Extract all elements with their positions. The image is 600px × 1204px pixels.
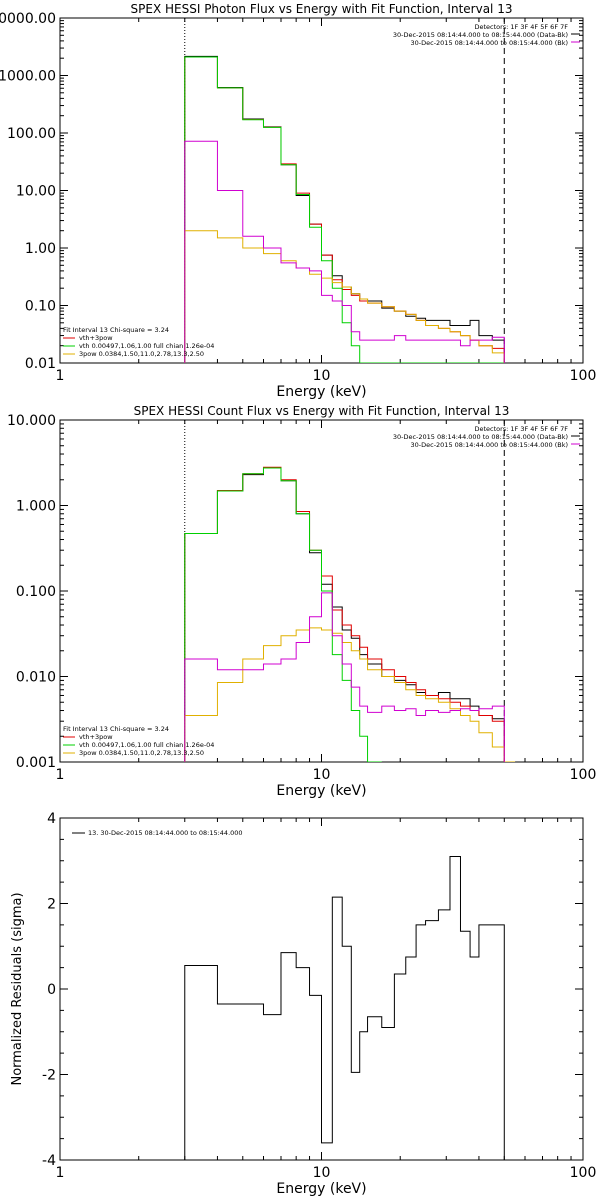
info-right-line: Detectors: 1F 3F 4F 5F 6F 7F: [474, 23, 568, 31]
x-tick-label: 1: [56, 368, 65, 384]
info-right-line: 30-Dec-2015 08:14:44.000 to 08:15:44.000…: [393, 31, 568, 39]
chart-title: SPEX HESSI Count Flux vs Energy with Fit…: [134, 404, 510, 418]
y-tick-label: -4: [42, 1153, 56, 1169]
series-line-3pow: [184, 230, 505, 363]
chart-panel-2: 1 10 100 0.001 0.010 0.100 1.000 10.000 SPEX HES…: [7, 404, 596, 799]
info-left-line: 3pow 0.0384,1.50,11.0,2.78,13.3,2.50: [79, 350, 204, 358]
y-tick-label: 0.10: [25, 299, 56, 315]
series-line--data-bk-: [184, 55, 505, 363]
x-tick-label: 10: [313, 767, 331, 783]
y-tick-label: 4: [47, 811, 56, 827]
info-right-line: 30-Dec-2015 08:14:44.000 to 08:15:44.000…: [411, 441, 569, 449]
info-right-line: 30-Dec-2015 08:14:44.000 to 08:15:44.000…: [411, 39, 569, 47]
x-tick-label: 10: [313, 1165, 331, 1181]
x-axis-label: Energy (keV): [276, 384, 366, 400]
info-right-line: 30-Dec-2015 08:14:44.000 to 08:15:44.000…: [393, 433, 568, 441]
x-tick-label: 1: [56, 1165, 65, 1181]
info-left-line: Fit Interval 13 Chi-square = 3.24: [63, 725, 169, 733]
y-tick-label: 0: [47, 982, 56, 998]
y-tick-label: 0.001: [16, 755, 56, 771]
series-line-vth-3pow: [184, 56, 505, 363]
y-tick-label: 2: [47, 897, 56, 913]
y-tick-label: 0.010: [16, 670, 56, 686]
y-axis-label: Normalized Residuals (sigma): [10, 892, 25, 1085]
info-left-line: Fit Interval 13 Chi-square = 3.24: [63, 326, 169, 334]
series-line-13-30-dec-2015-08-14-44-000-to-08-15-44-000: [184, 855, 505, 1160]
x-axis-label: Energy (keV): [276, 1181, 366, 1197]
info-left-line: 3pow 0.0384,1.50,11.0,2.78,13.3,2.50: [79, 749, 204, 757]
legend-label: 13. 30-Dec-2015 08:14:44.000 to 08:15:44…: [88, 829, 243, 837]
info-right-line: Detectors: 1F 3F 4F 5F 6F 7F: [474, 425, 568, 433]
info-left-line: vth 0.00497,1.06,1.00 full chian 1.26e-0…: [79, 342, 214, 350]
chart-title: SPEX HESSI Photon Flux vs Energy with Fi…: [131, 2, 513, 16]
y-tick-label: 10000.00: [0, 11, 56, 27]
x-tick-label: 100: [570, 1165, 597, 1181]
x-axis-label: Energy (keV): [276, 783, 366, 799]
y-tick-label: 1000.00: [0, 69, 56, 85]
series-layer: [184, 55, 505, 363]
series-line-vth: [184, 56, 505, 363]
chart-panel-1: 1 10 100 0.01 0.10 1.00 10.00 100.00 1000.00 1000…: [0, 2, 596, 400]
y-tick-label: 1.000: [16, 499, 56, 515]
series-line--bk-: [184, 592, 505, 762]
y-tick-label: -2: [42, 1068, 56, 1084]
series-line-vth: [184, 467, 382, 762]
y-tick-label: 0.100: [16, 584, 56, 600]
y-tick-label: 1.00: [25, 241, 56, 257]
x-tick-label: 100: [570, 368, 597, 384]
series-layer: [184, 466, 516, 762]
x-tick-label: 10: [313, 368, 331, 384]
x-tick-label: 100: [570, 767, 597, 783]
series-line-3pow: [184, 627, 516, 762]
series-line--data-bk-: [184, 467, 505, 762]
x-tick-label: 1: [56, 767, 65, 783]
y-tick-label: 100.00: [7, 126, 56, 142]
y-tick-label: 10.00: [16, 184, 56, 200]
info-left-line: vth 0.00497,1.06,1.00 full chian 1.26e-0…: [79, 741, 214, 749]
chart-panel-3: 1 10 100 -4 -2 0 2 4 Energy (keV) Normalized Resi…: [10, 811, 596, 1197]
series-layer: [184, 855, 505, 1160]
series-line-vth-3pow: [184, 466, 505, 762]
info-left-line: vth+3pow: [79, 334, 113, 342]
y-tick-label: 10.000: [7, 413, 56, 429]
y-tick-label: 0.01: [25, 356, 56, 372]
info-left-line: vth+3pow: [79, 733, 113, 741]
series-line--bk-: [184, 140, 505, 363]
